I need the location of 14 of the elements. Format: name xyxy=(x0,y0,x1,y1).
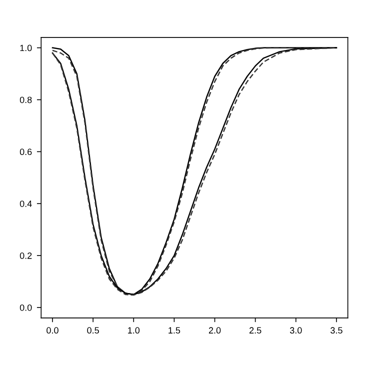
x-tick-label: 2.5 xyxy=(250,327,262,334)
x-tick-label: 3.5 xyxy=(330,327,342,334)
x-tick-label: 1.0 xyxy=(128,327,140,334)
y-tick-label: 1.0 xyxy=(20,44,32,52)
y-tick-label: 0.2 xyxy=(20,252,32,259)
y-tick-label: 0.6 xyxy=(20,148,32,156)
x-tick-label: 0.0 xyxy=(46,327,58,334)
y-tick-label: 0.0 xyxy=(20,304,32,311)
x-tick-label: 1.5 xyxy=(168,327,180,334)
x-tick-label: 2.0 xyxy=(208,327,221,334)
y-tick-label: 0.8 xyxy=(20,96,32,104)
x-tick-label: 3.0 xyxy=(290,327,302,334)
x-tick-label: 0.5 xyxy=(87,327,99,334)
y-tick-label: 0.4 xyxy=(20,200,32,207)
